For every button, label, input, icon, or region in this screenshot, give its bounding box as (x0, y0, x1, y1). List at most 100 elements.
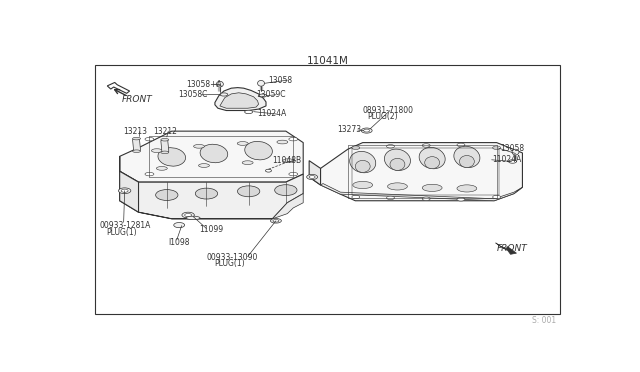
Ellipse shape (145, 137, 154, 141)
Ellipse shape (309, 176, 315, 179)
Ellipse shape (352, 146, 360, 150)
Polygon shape (220, 93, 259, 108)
Text: 11099: 11099 (199, 225, 223, 234)
Ellipse shape (195, 188, 218, 199)
Polygon shape (132, 139, 141, 151)
Ellipse shape (257, 80, 264, 86)
Polygon shape (161, 140, 169, 153)
Ellipse shape (152, 149, 163, 153)
Text: FRONT: FRONT (497, 244, 527, 253)
Ellipse shape (289, 172, 298, 176)
Text: 13058: 13058 (269, 76, 292, 85)
Ellipse shape (186, 216, 200, 219)
Ellipse shape (457, 143, 465, 147)
Ellipse shape (361, 128, 372, 133)
Text: 11041M: 11041M (307, 56, 349, 66)
Polygon shape (309, 161, 321, 185)
Text: PLUG(1): PLUG(1) (106, 228, 136, 237)
Ellipse shape (460, 155, 474, 167)
Ellipse shape (156, 190, 178, 201)
Text: 11048B: 11048B (273, 156, 301, 165)
Ellipse shape (216, 81, 223, 87)
Ellipse shape (390, 158, 405, 170)
Ellipse shape (273, 219, 279, 222)
Text: 13058: 13058 (500, 144, 525, 153)
Ellipse shape (289, 137, 298, 141)
Text: 13273: 13273 (337, 125, 361, 135)
Ellipse shape (271, 218, 282, 223)
Ellipse shape (132, 150, 141, 153)
Ellipse shape (493, 146, 500, 150)
Ellipse shape (275, 185, 297, 196)
Polygon shape (108, 83, 129, 93)
Text: 13058C: 13058C (178, 90, 207, 99)
Polygon shape (120, 171, 303, 219)
Polygon shape (120, 156, 138, 212)
Ellipse shape (387, 145, 394, 148)
Ellipse shape (512, 149, 519, 155)
Text: S: 001: S: 001 (532, 316, 556, 326)
Polygon shape (321, 183, 522, 201)
Ellipse shape (509, 160, 516, 163)
Ellipse shape (388, 183, 408, 190)
Ellipse shape (242, 161, 253, 164)
Ellipse shape (266, 169, 271, 172)
Ellipse shape (145, 172, 154, 176)
Ellipse shape (457, 185, 477, 192)
Ellipse shape (277, 140, 288, 144)
Ellipse shape (307, 174, 317, 180)
Ellipse shape (355, 160, 370, 172)
Ellipse shape (244, 141, 273, 160)
Polygon shape (215, 87, 266, 110)
Ellipse shape (237, 142, 248, 145)
Ellipse shape (220, 93, 228, 96)
Text: 00933-13090: 00933-13090 (207, 253, 258, 262)
Ellipse shape (182, 212, 195, 218)
Ellipse shape (132, 137, 141, 140)
Text: 11024A: 11024A (257, 109, 287, 118)
Ellipse shape (457, 198, 465, 201)
Text: FRONT: FRONT (122, 94, 152, 103)
Ellipse shape (385, 149, 410, 170)
Ellipse shape (352, 195, 360, 199)
Ellipse shape (173, 222, 185, 228)
Ellipse shape (237, 186, 260, 197)
Text: I1098: I1098 (168, 238, 190, 247)
Text: PLUG(1): PLUG(1) (214, 259, 244, 268)
Polygon shape (309, 142, 522, 201)
Ellipse shape (422, 144, 430, 147)
Text: 13058+A: 13058+A (187, 80, 222, 89)
Bar (95, 65, 560, 314)
Ellipse shape (200, 144, 228, 163)
Ellipse shape (425, 157, 440, 169)
Ellipse shape (454, 146, 480, 168)
Ellipse shape (422, 197, 430, 201)
Ellipse shape (419, 147, 445, 169)
Ellipse shape (422, 184, 442, 192)
Ellipse shape (185, 214, 191, 217)
Ellipse shape (118, 188, 131, 193)
Text: 11024A: 11024A (493, 155, 522, 164)
Polygon shape (120, 131, 303, 182)
Ellipse shape (161, 138, 169, 141)
Polygon shape (138, 193, 303, 219)
Text: 13212: 13212 (154, 126, 177, 136)
Ellipse shape (198, 164, 209, 167)
Ellipse shape (349, 151, 376, 173)
Text: PLUG(2): PLUG(2) (367, 112, 398, 121)
Ellipse shape (193, 144, 205, 148)
Ellipse shape (244, 110, 253, 114)
Ellipse shape (156, 167, 167, 170)
Ellipse shape (283, 159, 294, 163)
Ellipse shape (493, 195, 500, 199)
Ellipse shape (387, 196, 394, 200)
Ellipse shape (353, 182, 372, 189)
Ellipse shape (121, 189, 128, 192)
Polygon shape (495, 243, 516, 254)
Text: 08931-71800: 08931-71800 (363, 106, 413, 115)
Ellipse shape (161, 151, 169, 154)
Text: 00933-1281A: 00933-1281A (100, 221, 151, 230)
Text: 13213: 13213 (124, 126, 148, 136)
Ellipse shape (259, 94, 266, 97)
Text: 13059C: 13059C (256, 90, 285, 99)
